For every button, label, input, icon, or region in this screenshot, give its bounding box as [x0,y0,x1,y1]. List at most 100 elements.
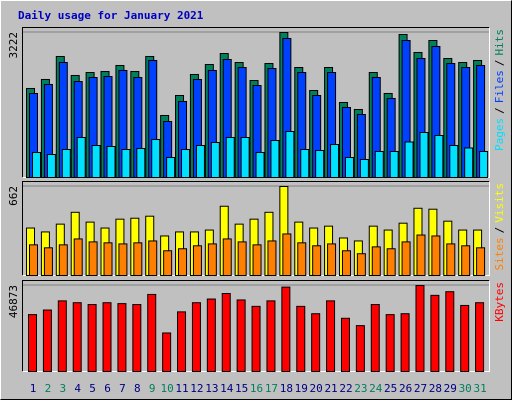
legend-entry: Files [493,70,506,103]
bar [479,150,489,178]
x-tick-label: 4 [74,382,81,395]
bar [282,233,292,276]
bar [87,304,97,372]
bar [327,243,337,276]
legend: Pages / Files / Hits [493,29,506,151]
bar [252,244,262,276]
bar [386,248,396,277]
bar [103,242,113,276]
bar [136,148,146,179]
bar [285,131,295,178]
bar [315,149,325,178]
bar [91,145,101,178]
bar [237,241,247,276]
bar [419,131,429,179]
bar [46,154,56,179]
legend-separator: / [493,227,506,234]
bar [191,302,201,372]
legend-entry: Hits [493,29,506,56]
bar [192,245,202,276]
bar [312,245,322,276]
x-tick-label: 26 [399,382,412,395]
legend-entry: Sites [493,237,506,270]
bar [359,158,369,179]
bar [147,293,157,372]
x-tick-label: 20 [310,382,323,395]
bar [385,314,395,372]
bar [416,234,426,276]
bar [371,246,381,276]
bar [340,317,350,372]
x-tick-label: 2 [45,382,52,395]
bar [431,235,441,276]
chart-title: Daily usage for January 2021 [18,9,204,22]
bar [297,242,307,276]
bar [355,325,365,372]
bar [61,149,71,179]
bar [72,302,82,372]
bar [166,157,176,178]
x-tick-label: 18 [280,382,293,395]
bar [148,240,158,276]
x-tick-label: 8 [134,382,141,395]
bar [281,286,291,373]
x-tick-label: 3 [59,382,66,395]
x-tick-label: 7 [119,382,126,395]
bar [461,245,471,276]
x-tick-label: 27 [414,382,427,395]
bar [404,141,414,179]
bar [236,299,246,372]
x-tick-label: 16 [250,382,263,395]
x-tick-label: 10 [161,382,174,395]
bar [117,303,127,373]
legend-separator: / [493,60,506,67]
x-tick-label: 6 [104,382,111,395]
x-tick-label: 23 [354,382,367,395]
y-tick-label: 3222 [7,32,20,59]
plot-border-dark [22,27,490,178]
bar [42,309,52,372]
bar [341,250,351,276]
legend-entry: Pages [493,118,506,151]
bar [163,250,173,276]
bar [255,151,265,178]
bar [460,304,470,373]
bar [475,302,485,372]
bar [210,141,220,178]
bar [206,298,216,373]
bar [251,305,261,372]
x-tick-label: 12 [190,382,203,395]
bar [370,304,380,372]
x-tick-label: 25 [384,382,397,395]
bar [181,149,191,179]
bar [29,244,38,276]
bar [178,248,188,277]
bar [76,136,86,178]
bar [401,241,411,276]
y-tick-label: 46873 [7,285,20,318]
bar [267,240,277,276]
bar [43,247,53,276]
legend-separator: / [493,107,506,114]
bar [330,144,340,178]
bar [415,285,425,372]
x-tick-label: 22 [339,382,352,395]
bar [326,300,336,372]
x-tick-label: 5 [89,382,96,395]
x-tick-label: 24 [369,382,383,395]
x-tick-label: 29 [444,382,457,395]
bar [121,149,131,179]
bar [446,243,456,276]
plot-border-dark [22,280,490,372]
x-tick-label: 9 [149,382,156,395]
bar [240,136,250,178]
x-tick-label: 17 [265,382,278,395]
bar [225,136,235,178]
bar [300,149,310,179]
bar [445,291,455,373]
bar [58,244,68,276]
x-tick-label: 11 [175,382,188,395]
x-tick-label: 31 [473,382,486,395]
